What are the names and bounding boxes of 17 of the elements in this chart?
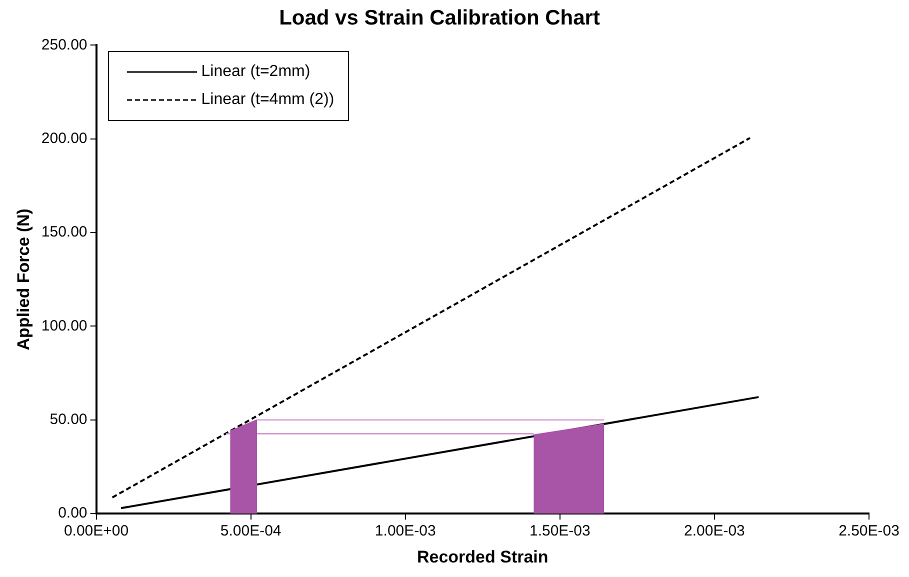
y-tick-label: 0.00 bbox=[58, 504, 88, 522]
x-tick-label: 5.00E-04 bbox=[220, 522, 282, 540]
y-tick-label: 150.00 bbox=[41, 224, 88, 241]
x-tick-label: 2.50E-03 bbox=[838, 522, 900, 540]
x-tick-label: 0.00E+00 bbox=[64, 522, 129, 540]
y-tick-label: 100.00 bbox=[41, 317, 88, 334]
x-axis-title: Recorded Strain bbox=[416, 547, 548, 566]
x-tick-label: 2.00E-03 bbox=[684, 522, 745, 540]
legend-label: Linear (t=4mm (2)) bbox=[201, 91, 334, 110]
y-tick-label: 50.00 bbox=[50, 411, 88, 428]
y-tick-label: 250.00 bbox=[41, 36, 88, 54]
y-tick-label: 200.00 bbox=[41, 130, 88, 148]
y-axis-title: Applied Force (N) bbox=[14, 208, 33, 350]
chart-title: Load vs Strain Calibration Chart bbox=[279, 6, 600, 30]
x-tick-label: 1.50E-03 bbox=[529, 522, 590, 540]
x-tick-label: 1.00E-03 bbox=[374, 522, 436, 540]
legend-label: Linear (t=2mm) bbox=[201, 63, 310, 82]
